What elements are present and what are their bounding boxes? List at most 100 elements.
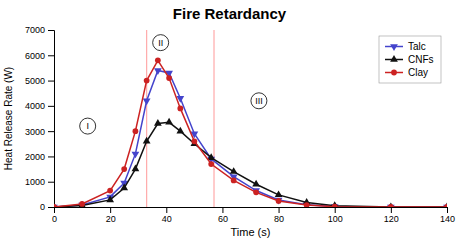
legend-item: CNFs	[385, 54, 434, 65]
tick-label: 0	[40, 202, 45, 212]
marker	[275, 190, 283, 197]
tick: 100	[328, 207, 343, 224]
tick-mark	[48, 207, 54, 208]
tick-mark	[447, 207, 448, 213]
marker	[79, 201, 85, 207]
tick: 6000	[25, 51, 54, 61]
marker	[231, 178, 237, 184]
marker	[132, 152, 140, 159]
annotation-circle	[80, 118, 96, 134]
legend: Talc CNFs Clay	[379, 36, 441, 83]
tick: 0	[52, 207, 57, 224]
tick-mark	[48, 55, 54, 56]
legend-box	[379, 36, 441, 83]
tick: 2000	[25, 152, 54, 162]
marker	[304, 202, 310, 207]
marker	[176, 127, 184, 134]
tick-label: 80	[274, 214, 284, 224]
marks	[54, 30, 447, 207]
tick-mark	[391, 207, 392, 213]
marker	[120, 184, 128, 191]
tick-label: 5000	[25, 76, 45, 86]
marker	[54, 204, 57, 207]
tick-label: 40	[162, 214, 172, 224]
tick-label: 120	[384, 214, 399, 224]
marker	[253, 189, 259, 195]
marker	[155, 57, 161, 63]
axis-line	[48, 31, 55, 208]
marker	[132, 165, 140, 172]
tick: 20	[106, 207, 116, 224]
marker	[121, 166, 127, 172]
marker	[387, 202, 395, 207]
marker	[387, 205, 395, 207]
tick: 5000	[25, 76, 54, 86]
marker	[388, 204, 394, 207]
marker	[133, 128, 139, 134]
annotation-circle	[251, 93, 267, 109]
tick-label: 60	[218, 214, 228, 224]
series-line	[54, 122, 447, 207]
legend-marker	[391, 70, 397, 76]
marker	[444, 204, 447, 207]
tick-label: 2000	[25, 152, 45, 162]
marker	[143, 99, 151, 106]
marker	[230, 167, 238, 174]
tick-label: 3000	[25, 127, 45, 137]
tick-mark	[110, 207, 111, 213]
marker	[166, 75, 172, 81]
vertical-line	[213, 30, 214, 207]
tick-label: 1000	[25, 177, 45, 187]
tick-mark	[48, 30, 54, 31]
tick: 120	[384, 207, 399, 224]
annotation: II	[158, 38, 163, 48]
tick-label: 20	[106, 214, 116, 224]
legend-marker	[390, 44, 398, 51]
y-axis-title: Heat Release Rate (W)	[3, 67, 14, 170]
tick: 3000	[25, 127, 54, 137]
marker	[208, 161, 214, 167]
axis-line	[55, 208, 448, 214]
tick-label: 100	[328, 214, 343, 224]
marker	[207, 153, 215, 160]
vertical-line	[146, 30, 147, 207]
marker	[177, 106, 183, 112]
tick-label: 6000	[25, 51, 45, 61]
tick: 0	[40, 202, 54, 212]
tick-mark	[48, 106, 54, 107]
annotations: IIIIII	[80, 35, 267, 134]
tick-mark	[335, 207, 336, 213]
y-axis: 0 1000 2000 3000 4000 5000 6000 7000	[25, 25, 55, 212]
marker	[154, 68, 162, 75]
legend-item: Clay	[385, 67, 428, 78]
tick: 60	[218, 207, 228, 224]
tick-label: 4000	[25, 101, 45, 111]
tick-label: 140	[440, 214, 455, 224]
legend-label: Talc	[408, 41, 426, 52]
tick: 40	[162, 207, 172, 224]
marker	[144, 78, 150, 84]
tick-mark	[222, 207, 223, 213]
marker	[332, 204, 338, 207]
legend-label: CNFs	[408, 54, 434, 65]
tick-mark	[48, 156, 54, 157]
tick-mark	[48, 131, 54, 132]
marker	[143, 137, 151, 144]
marker	[107, 188, 113, 194]
annotation: I	[86, 121, 89, 131]
tick-mark	[48, 81, 54, 82]
annotation-circle	[153, 35, 169, 51]
x-axis-title: Time (s)	[231, 226, 271, 238]
tick-label: 0	[52, 214, 57, 224]
legend-marker	[390, 55, 398, 62]
tick-mark	[48, 182, 54, 183]
tick: 7000	[25, 25, 54, 35]
marker	[154, 119, 162, 126]
tick-label: 7000	[25, 25, 45, 35]
tick: 1000	[25, 177, 54, 187]
marker	[106, 195, 114, 202]
tick: 4000	[25, 101, 54, 111]
marker	[191, 138, 197, 144]
marker	[276, 198, 282, 204]
annotation: III	[255, 96, 263, 106]
